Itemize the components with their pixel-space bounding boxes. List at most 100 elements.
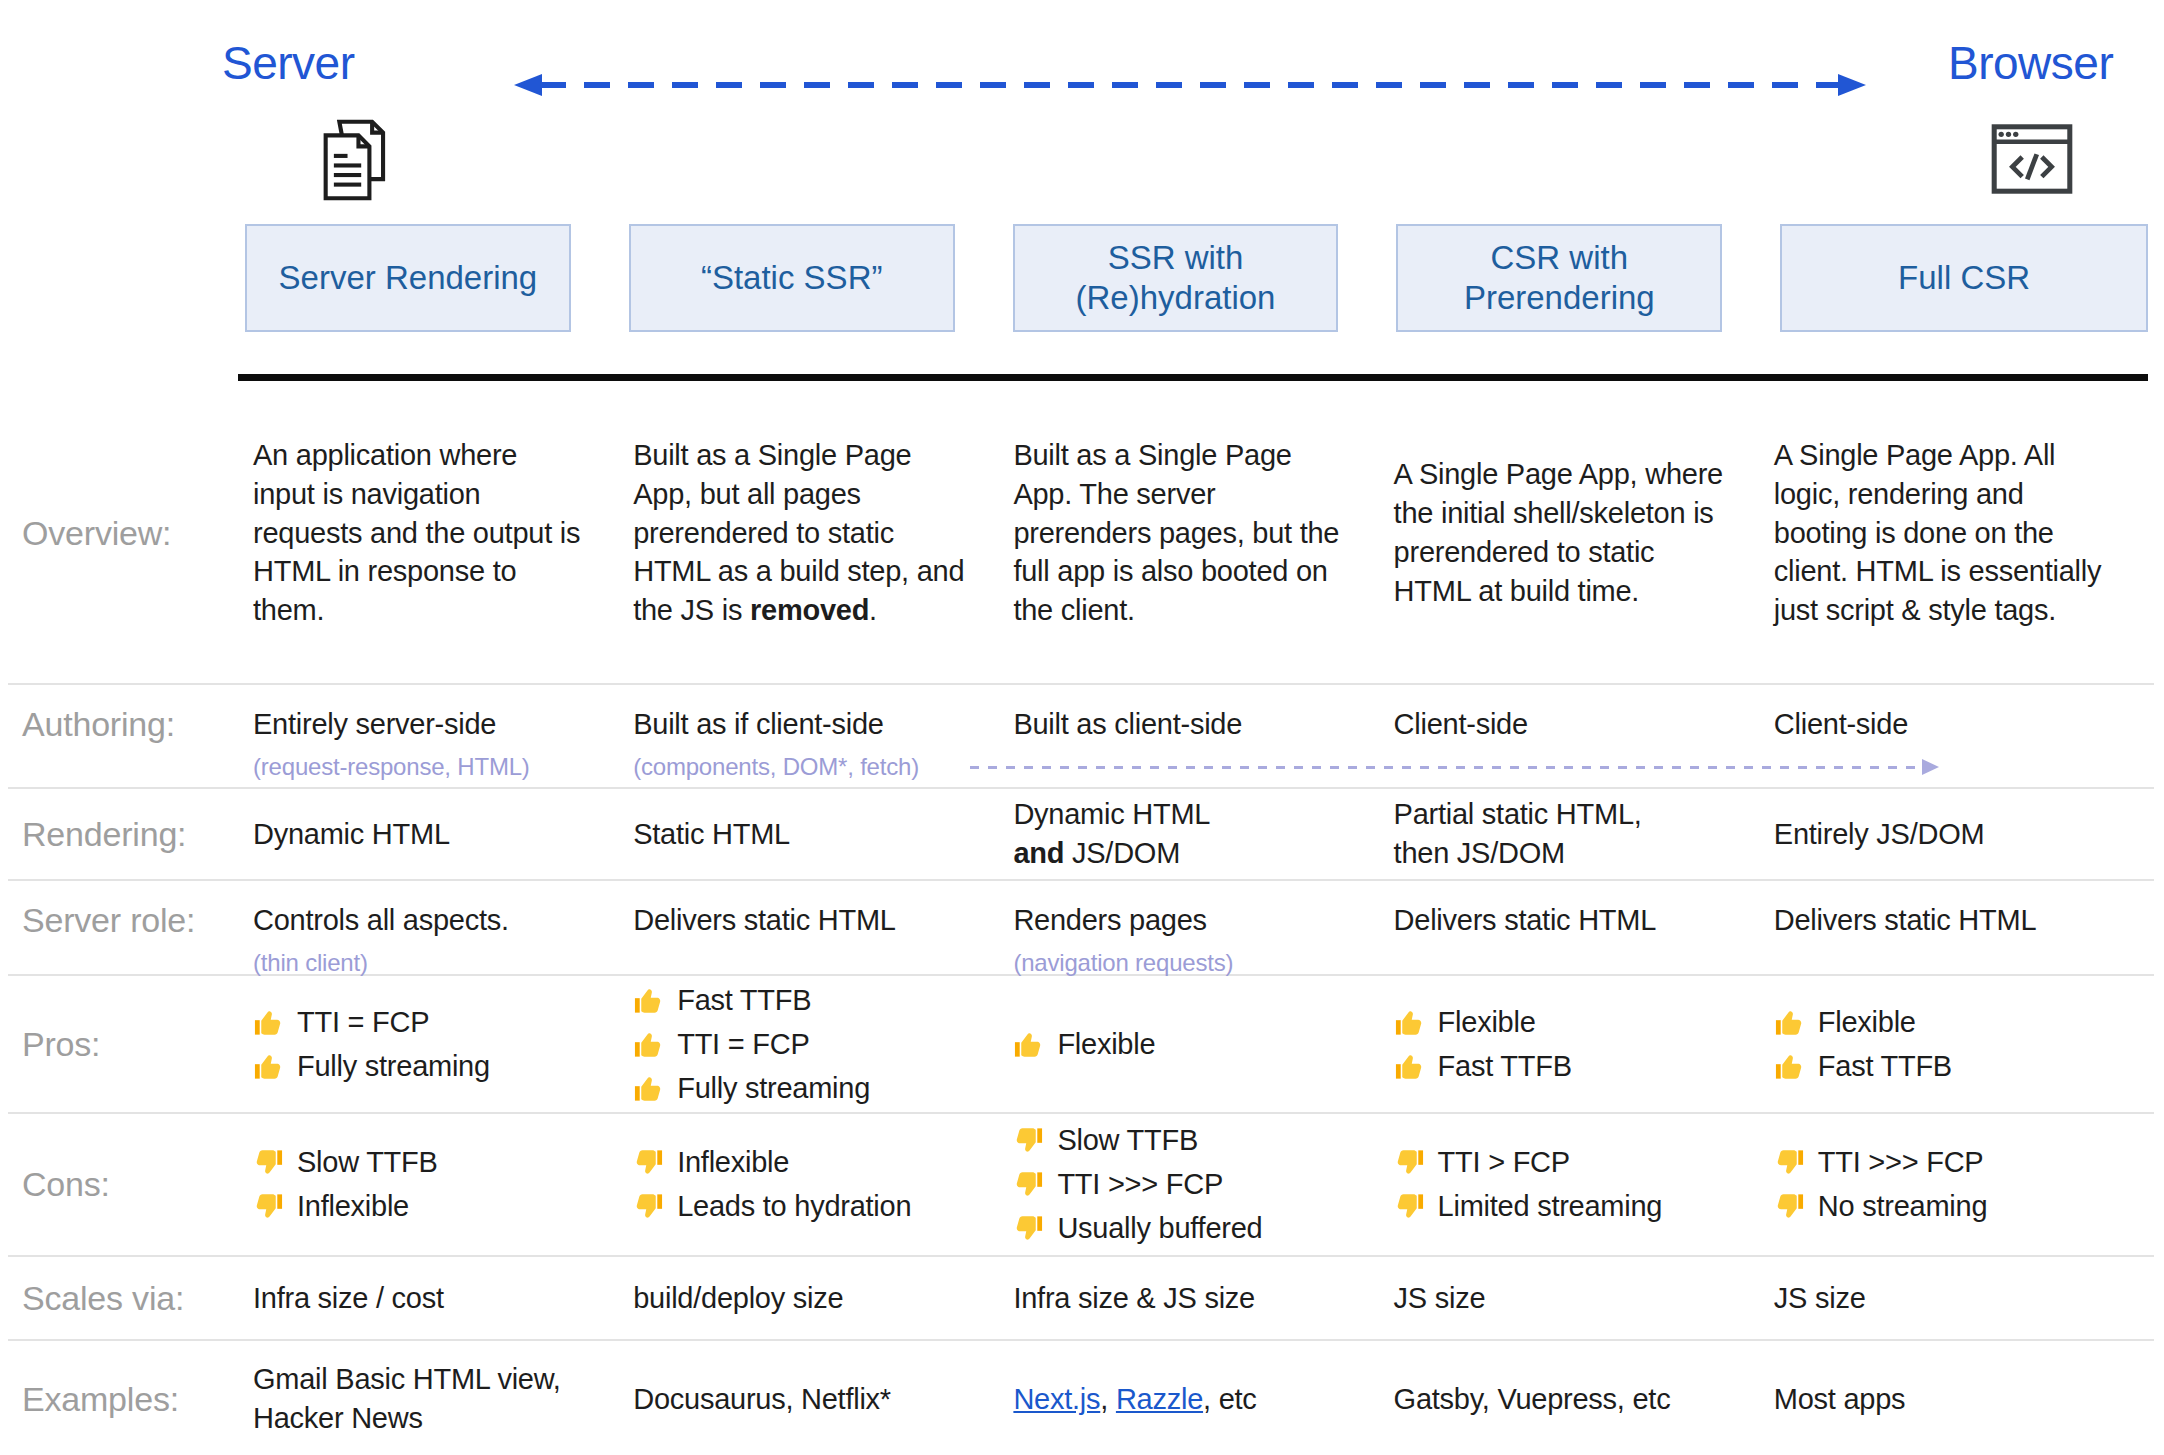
rendering-cell: Partial static HTML, then JS/DOM [1394, 795, 1774, 873]
con-item: TTI > FCP [1394, 1143, 1726, 1182]
overview-cell: Built as a Single Page App. The server p… [1013, 436, 1393, 630]
scales-cell: build/deploy size [633, 1279, 1013, 1318]
client-side-trend-arrow [970, 766, 1922, 769]
scales-cell: JS size [1774, 1279, 2154, 1318]
code-browser-icon [1990, 122, 2074, 200]
thumbs-up-icon [633, 985, 664, 1016]
row-pros: Pros: TTI = FCP Fully streaming Fast TTF… [8, 976, 2154, 1114]
row-label-authoring: Authoring: [8, 705, 253, 744]
column-header-full-csr: Full CSR [1780, 224, 2148, 332]
thumbs-down-icon [1013, 1169, 1044, 1200]
column-header-ssr-rehydration: SSR with (Re)hydration [1013, 224, 1339, 332]
pro-item: Flexible [1774, 1003, 2106, 1042]
row-label-cons: Cons: [8, 1165, 253, 1204]
thumbs-up-icon [1394, 1007, 1425, 1038]
pros-cell: Flexible [1013, 1020, 1393, 1069]
overview-cell: An application where input is navigation… [253, 436, 633, 630]
pros-cell: TTI = FCP Fully streaming [253, 998, 633, 1091]
con-item: No streaming [1774, 1187, 2106, 1226]
overview-cell: A Single Page App, where the initial she… [1394, 455, 1774, 610]
pro-item: TTI = FCP [253, 1003, 585, 1042]
pros-cell: Flexible Fast TTFB [1394, 998, 1774, 1091]
comparison-table: Overview: An application where input is … [0, 383, 2164, 1455]
server-role-cell: Delivers static HTML [633, 901, 1013, 940]
row-cons: Cons: Slow TTFB Inflexible Inflexible Le… [8, 1114, 2154, 1257]
column-header-server-rendering: Server Rendering [245, 224, 571, 332]
con-item: Slow TTFB [253, 1143, 585, 1182]
spectrum-arrow [540, 82, 1840, 88]
rendering-cell: Dynamic HTML [253, 815, 633, 854]
column-headers: Server Rendering “Static SSR” SSR with (… [0, 224, 2164, 332]
thumbs-up-icon [253, 1007, 284, 1038]
spectrum-header: Server Browser Server Rendering [0, 0, 2164, 383]
authoring-cell: Client-side [1394, 705, 1774, 744]
thumbs-down-icon [253, 1191, 284, 1222]
row-label-scales-via: Scales via: [8, 1279, 253, 1318]
nextjs-link[interactable]: Next.js [1013, 1383, 1100, 1415]
con-item: Inflexible [253, 1187, 585, 1226]
cons-cell: TTI > FCP Limited streaming [1394, 1138, 1774, 1231]
examples-cell: Docusaurus, Netflix* [633, 1380, 1013, 1419]
con-item: Inflexible [633, 1143, 965, 1182]
thumbs-up-icon [633, 1073, 664, 1104]
row-label-rendering: Rendering: [8, 815, 253, 854]
authoring-note: (components, DOM*, fetch) [633, 751, 965, 783]
thumbs-up-icon [253, 1051, 284, 1082]
pros-cell: Flexible Fast TTFB [1774, 998, 2154, 1091]
thumbs-down-icon [1394, 1147, 1425, 1178]
thumbs-up-icon [1774, 1007, 1805, 1038]
overview-cell: Built as a Single Page App, but all page… [633, 436, 1013, 630]
con-item: Usually buffered [1013, 1209, 1345, 1248]
authoring-cell: Built as if client-side(components, DOM*… [633, 705, 1013, 783]
column-header-csr-prerendering: CSR with Prerendering [1396, 224, 1722, 332]
rendering-cell: Static HTML [633, 815, 1013, 854]
thumbs-up-icon [1774, 1051, 1805, 1082]
examples-cell: Next.js, Razzle, etc [1013, 1380, 1393, 1419]
pro-item: Fast TTFB [1774, 1047, 2106, 1086]
server-role-note: (navigation requests) [1013, 947, 1345, 979]
examples-cell: Most apps [1774, 1380, 2154, 1419]
scales-cell: Infra size / cost [253, 1279, 633, 1318]
con-item: Slow TTFB [1013, 1121, 1345, 1160]
server-role-cell: Controls all aspects.(thin client) [253, 901, 633, 979]
row-scales-via: Scales via: Infra size / cost build/depl… [8, 1257, 2154, 1341]
row-label-examples: Examples: [8, 1380, 253, 1419]
documents-icon [312, 116, 394, 208]
row-label-overview: Overview: [8, 514, 253, 553]
thumbs-up-icon [1394, 1051, 1425, 1082]
authoring-note: (request-response, HTML) [253, 751, 585, 783]
scales-cell: Infra size & JS size [1013, 1279, 1393, 1318]
overview-cell: A Single Page App. All logic, rendering … [1774, 436, 2154, 630]
server-role-cell: Delivers static HTML [1774, 901, 2154, 940]
authoring-cell: Entirely server-side(request-response, H… [253, 705, 633, 783]
scales-cell: JS size [1394, 1279, 1774, 1318]
cons-cell: Slow TTFB Inflexible [253, 1138, 633, 1231]
pro-item: Flexible [1394, 1003, 1726, 1042]
thumbs-down-icon [1394, 1191, 1425, 1222]
thumbs-up-icon [1013, 1029, 1044, 1060]
examples-cell: Gmail Basic HTML view, Hacker News [253, 1360, 633, 1438]
authoring-cell: Built as client-side [1013, 705, 1393, 744]
row-label-pros: Pros: [8, 1025, 253, 1064]
row-server-role: Server role: Controls all aspects.(thin … [8, 881, 2154, 976]
row-authoring: Authoring: Entirely server-side(request-… [8, 685, 2154, 789]
server-label: Server [222, 36, 354, 90]
examples-cell: Gatsby, Vuepress, etc [1394, 1380, 1774, 1419]
header-divider [238, 374, 2148, 381]
razzle-link[interactable]: Razzle [1116, 1383, 1203, 1415]
thumbs-down-icon [1013, 1213, 1044, 1244]
browser-label: Browser [1948, 36, 2113, 90]
thumbs-down-icon [633, 1147, 664, 1178]
cons-cell: TTI >>> FCP No streaming [1774, 1138, 2154, 1231]
server-role-note: (thin client) [253, 947, 585, 979]
thumbs-down-icon [253, 1147, 284, 1178]
row-rendering: Rendering: Dynamic HTML Static HTML Dyna… [8, 789, 2154, 881]
row-examples: Examples: Gmail Basic HTML view, Hacker … [8, 1341, 2154, 1455]
server-role-cell: Renders pages(navigation requests) [1013, 901, 1393, 979]
con-item: TTI >>> FCP [1013, 1165, 1345, 1204]
row-label-server-role: Server role: [8, 901, 253, 940]
rendering-cell: Dynamic HTMLand JS/DOM [1013, 795, 1393, 873]
thumbs-down-icon [1774, 1191, 1805, 1222]
con-item: Leads to hydration [633, 1187, 965, 1226]
pro-item: Fully streaming [633, 1069, 965, 1108]
